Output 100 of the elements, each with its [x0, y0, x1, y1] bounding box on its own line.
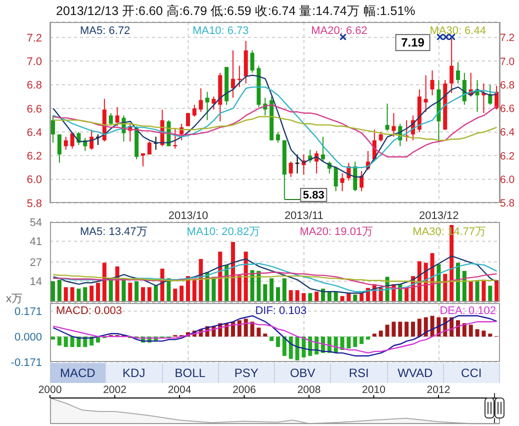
candlestick	[378, 132, 383, 142]
bar	[263, 284, 268, 302]
bar	[424, 317, 428, 337]
line-series	[52, 274, 498, 283]
candlestick	[340, 172, 344, 192]
bar	[392, 322, 396, 337]
bar	[57, 336, 62, 346]
candlestick	[288, 161, 293, 178]
bar	[430, 316, 434, 337]
text: MA20: 19.01万	[300, 225, 374, 239]
candlestick	[51, 114, 55, 144]
bar	[398, 322, 402, 337]
bar	[302, 293, 306, 302]
chart-title: 2013/12/13 开:6.60 高:6.79 低:6.59 收:6.74 量:14.74万 幅:1.51%	[56, 3, 416, 20]
y-axis-title: x万	[6, 292, 22, 306]
candlestick	[57, 134, 62, 164]
bar	[128, 282, 132, 302]
candlestick	[430, 70, 434, 96]
bar	[456, 320, 460, 337]
bar	[256, 328, 261, 337]
text: KDJ	[106, 363, 162, 383]
y2-tick-label: 6.2	[500, 150, 515, 162]
bar	[288, 336, 293, 359]
y2-tick-label: 7.2	[500, 32, 515, 44]
y-tick-label: 6.4	[26, 126, 42, 139]
y2-tick-label: 6.6	[500, 103, 515, 116]
bar	[411, 322, 415, 337]
bar	[488, 286, 492, 302]
x-tick-label: 2000	[38, 384, 62, 396]
candlestick	[295, 154, 300, 174]
candlestick	[276, 132, 280, 144]
y-tick-label: 14	[30, 276, 42, 288]
series-label: DEA: 0.102	[440, 305, 496, 317]
bar	[64, 287, 68, 302]
y-tick-label: 6.2	[26, 150, 42, 163]
candlestick	[385, 103, 390, 132]
text: MA30: 6.44	[430, 25, 486, 37]
x-tick-label: 2006	[232, 384, 256, 396]
x-tick-label: 2013/11	[284, 210, 324, 222]
text: PSY	[218, 363, 275, 383]
x-tick-label: 2002	[103, 384, 127, 396]
bar	[90, 286, 94, 302]
bar	[76, 288, 81, 302]
bar	[282, 278, 286, 302]
line-series	[52, 116, 498, 141]
bar	[83, 287, 88, 302]
candlestick	[108, 112, 113, 126]
annotation: 7.19	[401, 36, 425, 50]
bar	[180, 286, 184, 302]
y-tick-label: 7.0	[26, 56, 42, 68]
line-series	[52, 320, 498, 354]
candlestick	[192, 104, 196, 118]
text: MA20: 6.62	[311, 25, 368, 37]
y-tick-label: 54	[30, 216, 42, 229]
bar	[482, 280, 486, 302]
bar	[482, 330, 486, 337]
bar	[237, 275, 242, 302]
y-tick-label: 6.6	[26, 103, 42, 116]
annotation: 5.83	[302, 189, 324, 202]
text: WVAD	[388, 363, 444, 383]
x-tick-label: 2004	[168, 384, 192, 396]
bar	[276, 336, 280, 347]
candlestick	[205, 91, 210, 121]
bar	[102, 262, 106, 302]
bar	[250, 322, 254, 337]
bar	[237, 320, 242, 337]
bar	[192, 280, 196, 302]
bar	[366, 336, 370, 340]
bar	[288, 290, 293, 302]
bar	[295, 290, 300, 302]
series-label: MACD: 0.003	[56, 305, 122, 317]
bar	[468, 281, 473, 302]
bar	[346, 336, 351, 348]
text: CCI	[444, 363, 500, 383]
candlestick	[353, 161, 358, 192]
bar	[372, 334, 376, 337]
y-tick-label: 6.0	[26, 174, 42, 186]
text: RSI	[331, 363, 388, 383]
y-tick-label: 7.2	[26, 32, 42, 44]
y2-tick-label: 6.4	[500, 126, 515, 139]
bar	[83, 336, 88, 347]
bar	[385, 324, 390, 337]
text: BOLL	[162, 363, 219, 383]
candlestick	[334, 166, 338, 192]
y-tick-label: 0.171	[14, 306, 42, 318]
text: MA10: 6.73	[192, 25, 249, 37]
bar	[154, 286, 158, 302]
bar	[417, 318, 422, 337]
y-tick-label: 6.8	[26, 80, 42, 92]
line-series	[52, 255, 498, 294]
candlestick	[450, 38, 454, 94]
bar	[244, 318, 248, 337]
bar	[231, 242, 235, 302]
bar	[295, 336, 300, 360]
bar	[147, 287, 152, 302]
candlestick	[147, 140, 152, 155]
bar	[96, 282, 100, 302]
y-tick-label: 27	[30, 256, 42, 269]
text: MA5: 13.47万	[80, 225, 148, 239]
bar	[276, 287, 280, 302]
